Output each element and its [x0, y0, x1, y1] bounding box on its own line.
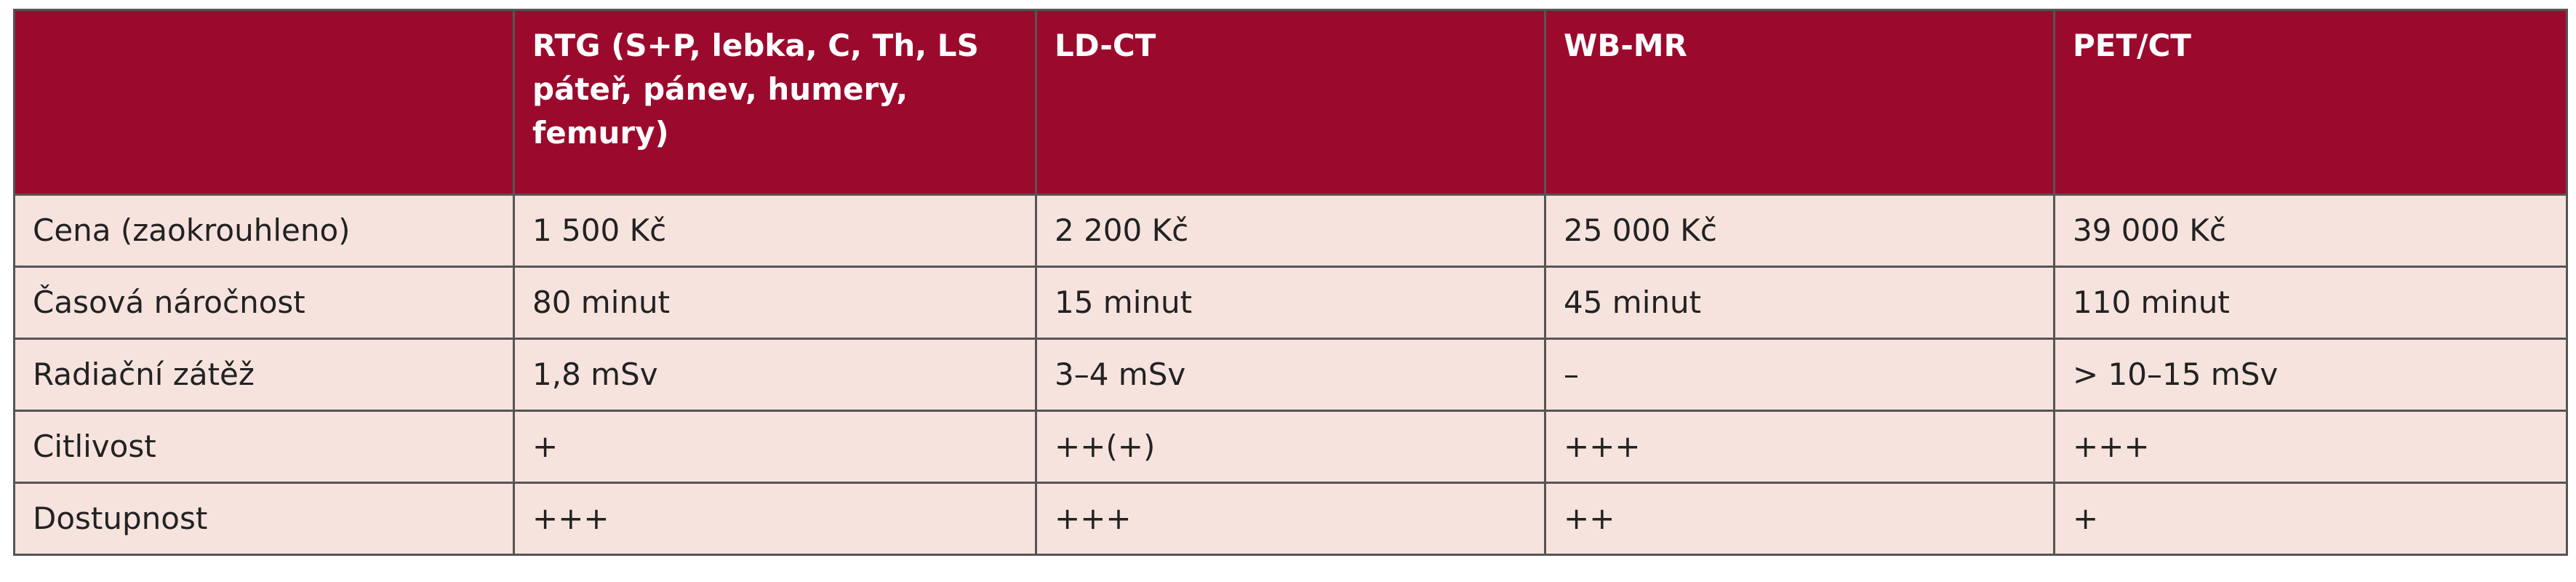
header-cell: WB-MR: [1544, 9, 2055, 196]
table-cell: –: [1544, 338, 2055, 412]
table-cell: 25 000 Kč: [1544, 194, 2055, 268]
table-cell: 3–4 mSv: [1035, 338, 1546, 412]
table-cell: +++: [1035, 482, 1546, 556]
table-cell: > 10–15 mSv: [2053, 338, 2568, 412]
table-row: Cena (zaokrouhleno) 1 500 Kč 2 200 Kč 25 00…: [13, 194, 2568, 268]
table-cell: +++: [2053, 410, 2568, 484]
table-row: Citlivost + ++(+) +++ +++: [13, 410, 2568, 484]
table-cell: +++: [1544, 410, 2055, 484]
table-cell: +: [2053, 482, 2568, 556]
header-cell: LD-CT: [1035, 9, 1546, 196]
table-cell: 39 000 Kč: [2053, 194, 2568, 268]
table-cell: 110 minut: [2053, 266, 2568, 340]
header-cell: RTG (S+P, lebka, C, Th, LS páteř, pánev,…: [513, 9, 1037, 196]
table-cell: 1 500 Kč: [513, 194, 1037, 268]
table-cell: +++: [513, 482, 1037, 556]
table-body: Cena (zaokrouhleno) 1 500 Kč 2 200 Kč 25 00…: [13, 194, 2568, 556]
table-cell: ++: [1544, 482, 2055, 556]
row-label: Citlivost: [13, 410, 515, 484]
table-cell: 80 minut: [513, 266, 1037, 340]
table-cell: 15 minut: [1035, 266, 1546, 340]
table-cell: +: [513, 410, 1037, 484]
table-cell: ++(+): [1035, 410, 1546, 484]
row-label: Dostupnost: [13, 482, 515, 556]
header-cell: PET/CT: [2053, 9, 2568, 196]
row-label: Časová náročnost: [13, 266, 515, 340]
table-cell: 2 200 Kč: [1035, 194, 1546, 268]
header-row: RTG (S+P, lebka, C, Th, LS páteř, pánev,…: [13, 9, 2568, 196]
row-label: Radiační zátěž: [13, 338, 515, 412]
table-row: Radiační zátěž 1,8 mSv 3–4 mSv – > 10–15 mSv: [13, 338, 2568, 412]
table-cell: 1,8 mSv: [513, 338, 1037, 412]
table-row: Dostupnost +++ +++ ++ +: [13, 482, 2568, 556]
table-cell: 45 minut: [1544, 266, 2055, 340]
table-row: Časová náročnost 80 minut 15 minut 45 minut…: [13, 266, 2568, 340]
comparison-table: RTG (S+P, lebka, C, Th, LS páteř, pánev,…: [13, 9, 2568, 556]
row-label: Cena (zaokrouhleno): [13, 194, 515, 268]
header-corner: [13, 9, 515, 196]
